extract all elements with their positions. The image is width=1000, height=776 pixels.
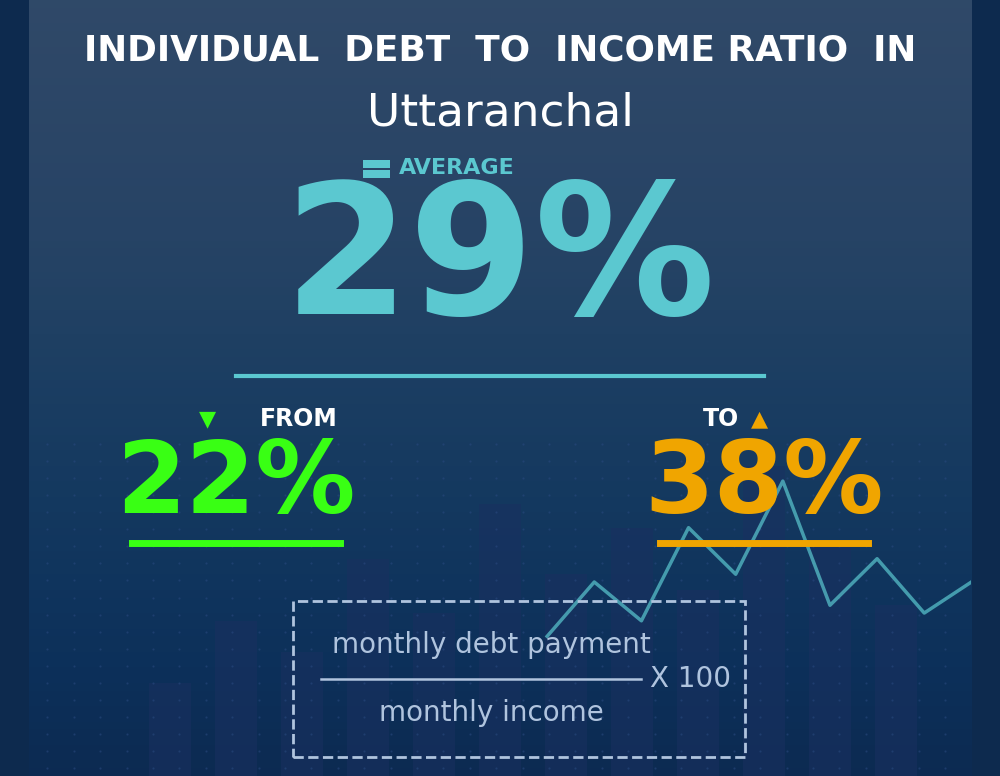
Text: X 100: X 100 <box>650 665 731 693</box>
FancyBboxPatch shape <box>809 543 851 776</box>
FancyBboxPatch shape <box>363 160 390 168</box>
Text: TO: TO <box>703 407 739 431</box>
Text: 38%: 38% <box>644 436 884 534</box>
FancyBboxPatch shape <box>363 170 390 178</box>
Text: INDIVIDUAL  DEBT  TO  INCOME RATIO  IN: INDIVIDUAL DEBT TO INCOME RATIO IN <box>84 33 916 68</box>
FancyBboxPatch shape <box>413 613 455 776</box>
Text: FROM: FROM <box>260 407 337 431</box>
Text: 22%: 22% <box>116 436 356 534</box>
Text: AVERAGE: AVERAGE <box>399 158 515 178</box>
Text: 29%: 29% <box>284 176 716 352</box>
Text: ▼: ▼ <box>199 409 216 429</box>
FancyBboxPatch shape <box>479 504 521 776</box>
FancyBboxPatch shape <box>611 528 653 776</box>
FancyBboxPatch shape <box>875 605 917 776</box>
FancyBboxPatch shape <box>743 466 785 776</box>
Text: Uttaranchal: Uttaranchal <box>367 91 633 134</box>
Text: ▲: ▲ <box>751 409 768 429</box>
FancyBboxPatch shape <box>677 590 719 776</box>
FancyBboxPatch shape <box>347 559 389 776</box>
FancyBboxPatch shape <box>215 621 257 776</box>
FancyBboxPatch shape <box>281 652 323 776</box>
FancyBboxPatch shape <box>149 683 191 776</box>
Text: monthly debt payment: monthly debt payment <box>332 631 651 659</box>
FancyBboxPatch shape <box>545 574 587 776</box>
Text: monthly income: monthly income <box>379 699 604 727</box>
